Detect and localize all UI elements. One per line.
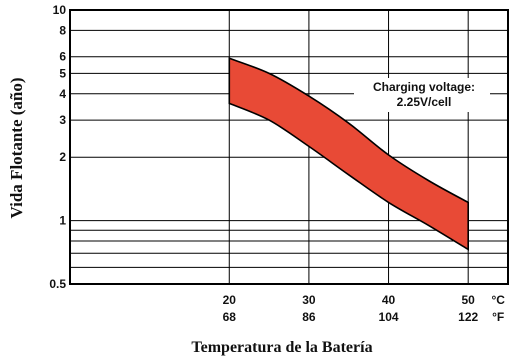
y-tick-label: 8 [59, 23, 66, 37]
x-tick-labels: 20 68 30 86 40 104 50 122 °C °F [223, 293, 506, 324]
y-axis-label: Vida Flotante (año) [7, 77, 26, 218]
x-tick-label-c: 30 [302, 293, 316, 307]
grid [70, 9, 508, 285]
x-unit-fahrenheit: °F [492, 310, 504, 324]
x-tick-label-c: 50 [462, 293, 476, 307]
y-tick-label: 1 [59, 214, 66, 228]
x-unit-celsius: °C [491, 293, 505, 307]
float-life-band [228, 57, 469, 251]
y-tick-labels: 0.5 1 2 3 4 5 6 8 10 [49, 3, 66, 291]
y-tick-label: 2 [59, 150, 66, 164]
x-tick-label-c: 40 [382, 293, 396, 307]
y-tick-label: 4 [59, 87, 66, 101]
y-tick-label: 3 [59, 113, 66, 127]
y-tick-label: 6 [59, 50, 66, 64]
x-tick-label-f: 68 [223, 310, 237, 324]
y-tick-label: 0.5 [49, 277, 66, 291]
plot-frame [69, 9, 509, 285]
annotation-background [354, 78, 490, 112]
x-tick-label-f: 86 [302, 310, 316, 324]
x-tick-label-f: 104 [379, 310, 399, 324]
x-tick-label-c: 20 [223, 293, 237, 307]
annotation-line-2: 2.25V/cell [397, 95, 452, 109]
annotation-line-1: Charging voltage: [373, 80, 475, 94]
y-tick-label: 5 [59, 66, 66, 80]
x-axis-label: Temperatura de la Batería [191, 339, 372, 356]
x-tick-label-f: 122 [458, 310, 478, 324]
y-tick-label: 10 [53, 3, 67, 17]
